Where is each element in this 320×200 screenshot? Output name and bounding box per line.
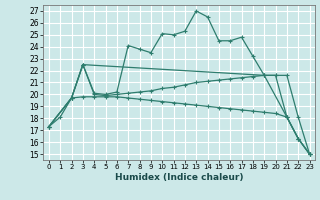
X-axis label: Humidex (Indice chaleur): Humidex (Indice chaleur) — [115, 173, 244, 182]
